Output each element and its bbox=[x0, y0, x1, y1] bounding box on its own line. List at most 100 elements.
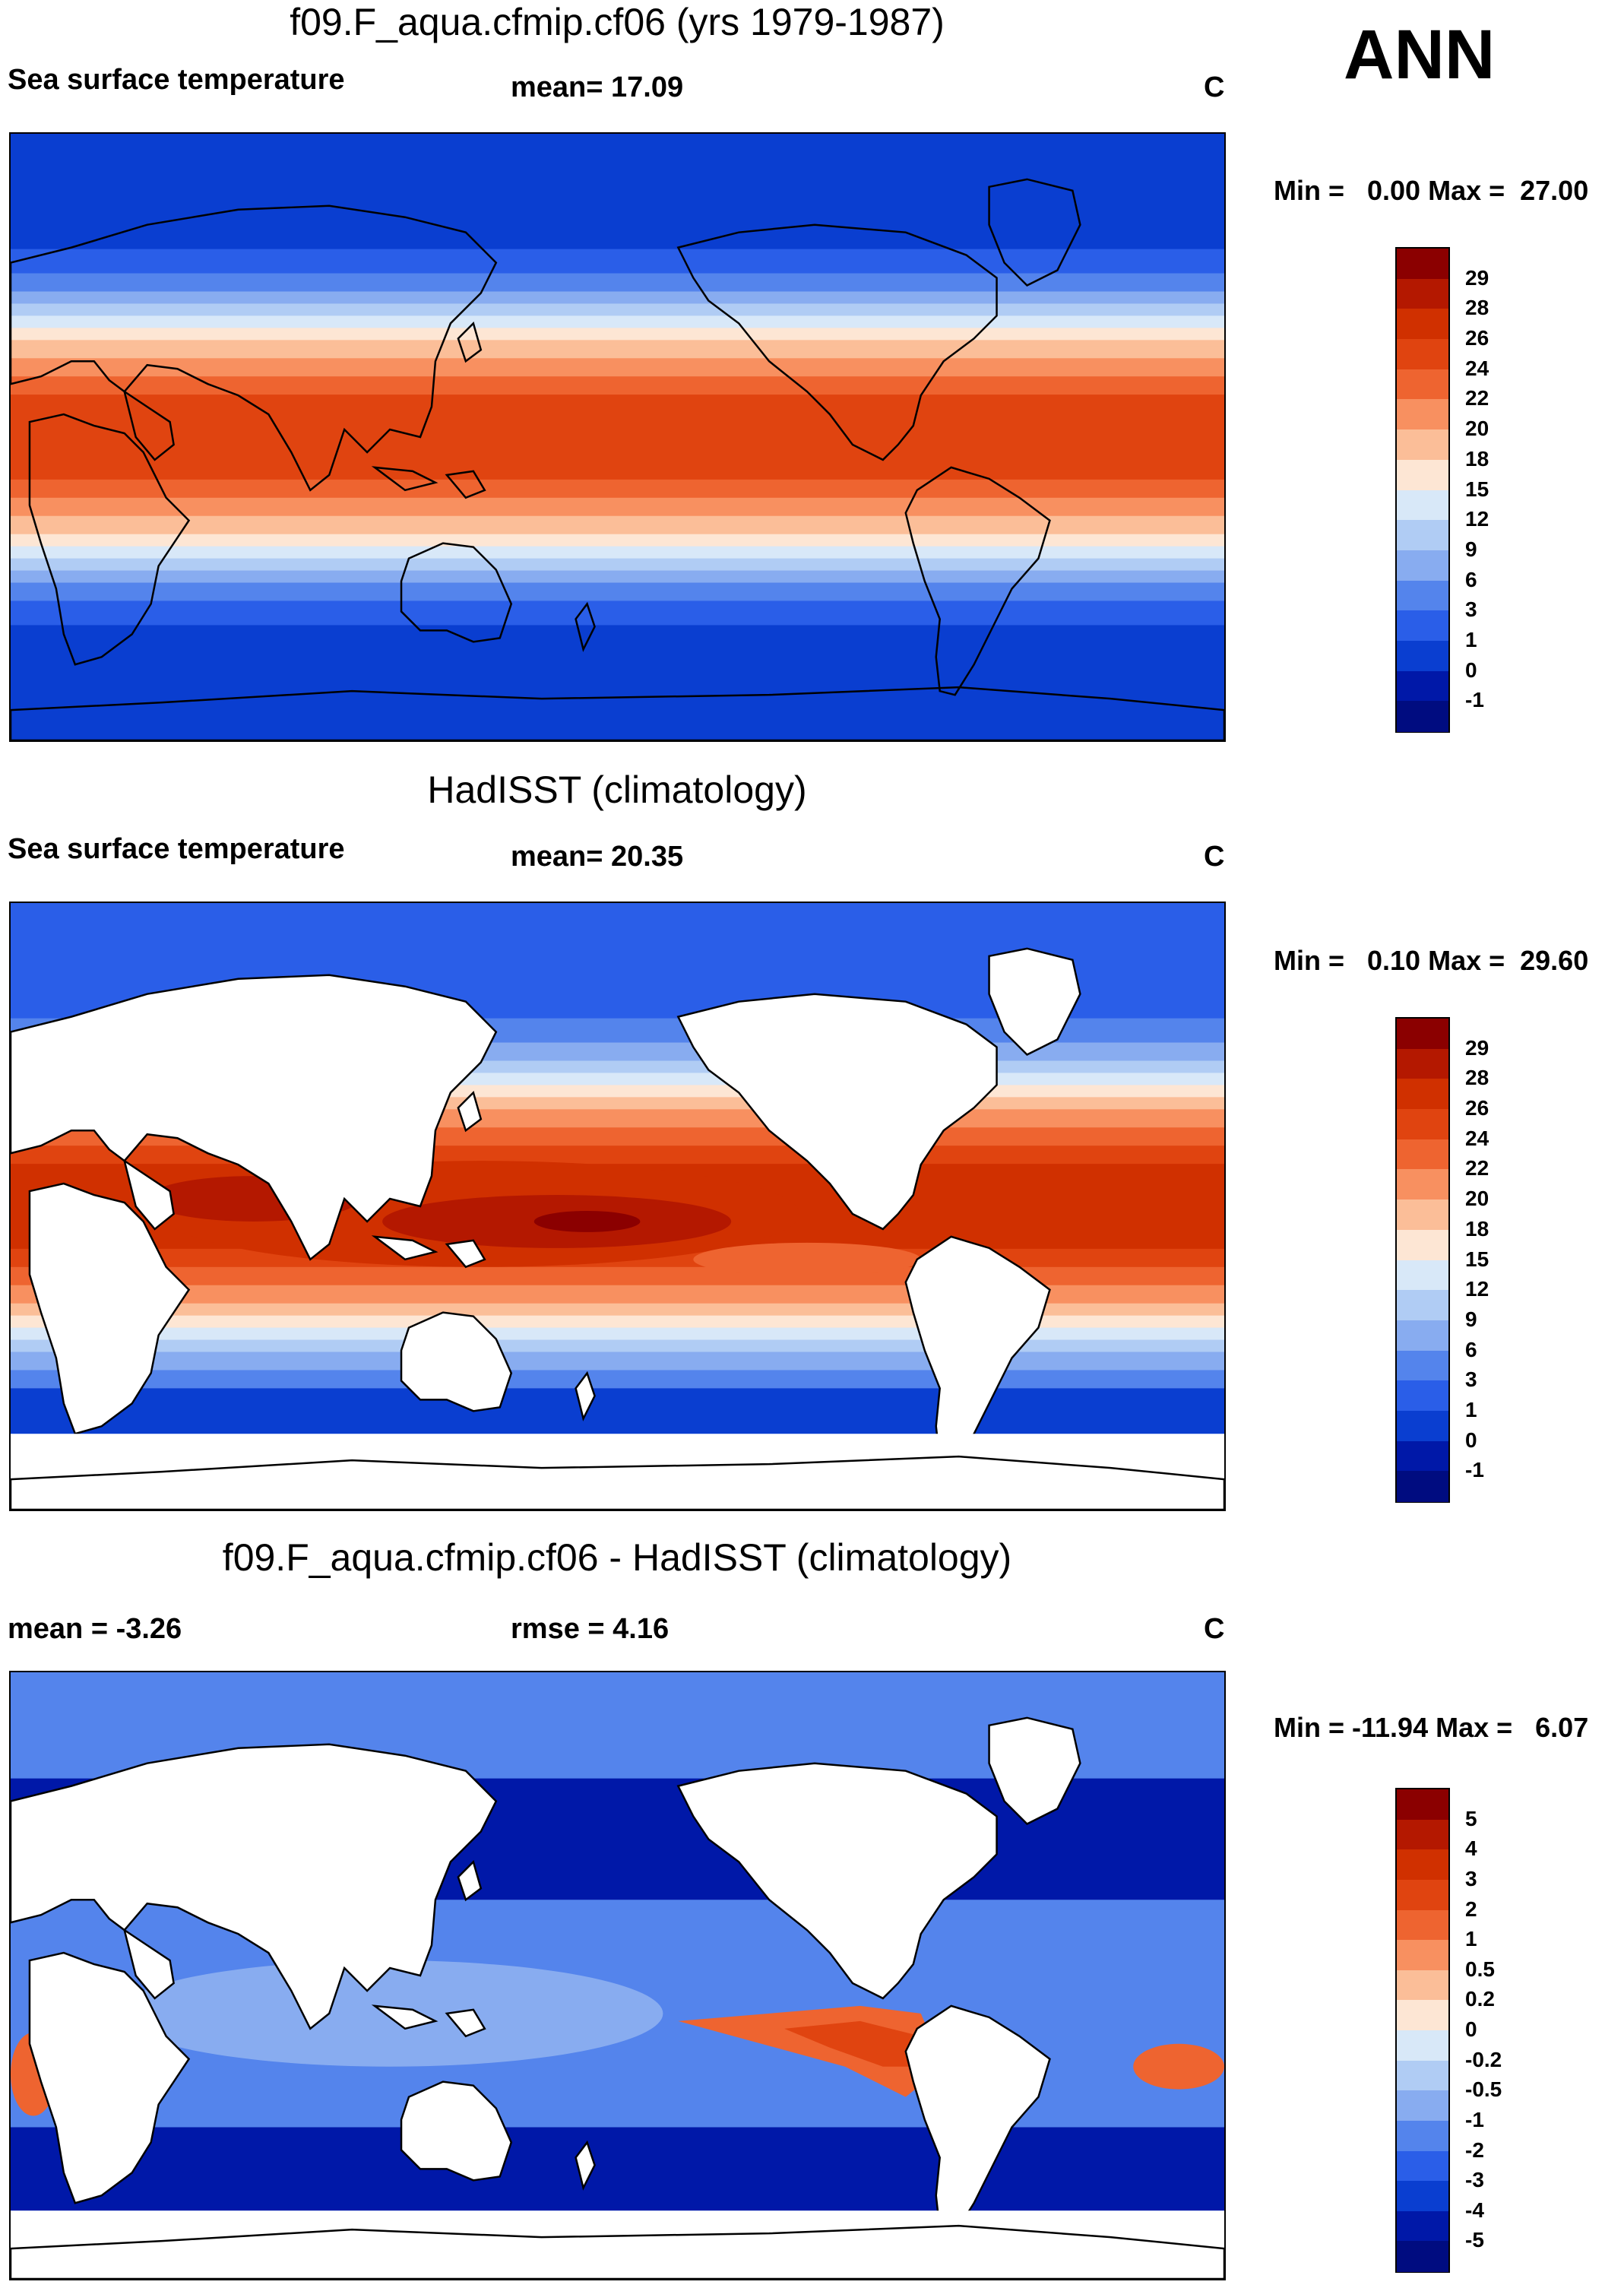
sst-zonal-band bbox=[11, 921, 1224, 928]
colorbar-box bbox=[1397, 2210, 1448, 2242]
colorbar-box bbox=[1397, 399, 1448, 430]
sst-zonal-band bbox=[11, 625, 1224, 632]
sst-zonal-band bbox=[11, 1152, 1224, 1158]
sst-zonal-band bbox=[11, 509, 1224, 517]
sst-zonal-band bbox=[11, 951, 1224, 959]
colorbar-box bbox=[1397, 610, 1448, 642]
sst-zonal-band bbox=[11, 479, 1224, 486]
colorbar-box bbox=[1397, 550, 1448, 582]
sst-zonal-band bbox=[11, 448, 1224, 456]
colorbar-box bbox=[1397, 249, 1448, 280]
sst-zonal-band bbox=[11, 485, 1224, 493]
colorbar-box bbox=[1397, 1260, 1448, 1291]
sst-zonal-band bbox=[11, 680, 1224, 686]
sst-zonal-band bbox=[11, 655, 1224, 662]
colorbar-tick-label: 18 bbox=[1465, 446, 1489, 471]
colorbar-box bbox=[1397, 1079, 1448, 1110]
sst-zonal-band bbox=[11, 1364, 1224, 1371]
colorbar-tick-label: 3 bbox=[1465, 1866, 1477, 1890]
colorbar-tick-label: 9 bbox=[1465, 1307, 1477, 1331]
sst-zonal-band bbox=[11, 1091, 1224, 1098]
colorbar-box bbox=[1397, 1199, 1448, 1231]
sst-zonal-band bbox=[11, 728, 1224, 735]
sst-zonal-band bbox=[11, 594, 1224, 601]
colorbar-tick-label: 6 bbox=[1465, 1337, 1477, 1361]
sst-zonal-band bbox=[11, 346, 1224, 353]
sst-zonal-band bbox=[11, 1018, 1224, 1025]
colorbar-tick-label: 9 bbox=[1465, 537, 1477, 561]
land-mask bbox=[371, 1235, 438, 1261]
sea-ice-mask bbox=[11, 2210, 1224, 2279]
sst-zonal-band bbox=[11, 1333, 1224, 1341]
colorbar-box bbox=[1397, 1849, 1448, 1881]
colorbar-box bbox=[1397, 339, 1448, 370]
colorbar-tick-label: 22 bbox=[1465, 386, 1489, 410]
sst-zonal-band bbox=[11, 546, 1224, 553]
colorbar-tick-label: 12 bbox=[1465, 1277, 1489, 1301]
panel3-units-label: C bbox=[1204, 1613, 1225, 1645]
sst-zonal-band bbox=[11, 1133, 1224, 1140]
sst-zonal-band bbox=[11, 710, 1224, 717]
panel2-units-label: C bbox=[1204, 841, 1225, 873]
sst-zonal-band bbox=[11, 704, 1224, 711]
colorbar-box bbox=[1397, 429, 1448, 461]
sst-zonal-band bbox=[11, 661, 1224, 668]
sst-zonal-band bbox=[11, 908, 1224, 916]
colorbar-tick-label: 0.5 bbox=[1465, 1957, 1495, 1981]
sst-zonal-band bbox=[11, 497, 1224, 505]
sst-zonal-band bbox=[11, 945, 1224, 952]
sst-zonal-band bbox=[11, 558, 1224, 566]
land-mask bbox=[122, 1928, 175, 2000]
sst-zonal-band bbox=[11, 1382, 1224, 1389]
sst-zonal-band bbox=[11, 1297, 1224, 1304]
sst-zonal-band bbox=[11, 1339, 1224, 1347]
sst-zonal-band bbox=[11, 637, 1224, 644]
land-mask bbox=[371, 2004, 438, 2030]
sst-zonal-band bbox=[11, 273, 1224, 280]
colorbar-tick-label: 18 bbox=[1465, 1216, 1489, 1241]
sst-zonal-band bbox=[11, 1266, 1224, 1274]
sst-zonal-band bbox=[11, 1127, 1224, 1134]
land-mask bbox=[28, 1182, 191, 1435]
sst-zonal-band bbox=[11, 734, 1224, 740]
sst-zonal-band bbox=[11, 963, 1224, 971]
panel1-units-label: C bbox=[1204, 71, 1225, 103]
sst-zonal-band bbox=[11, 1272, 1224, 1280]
sst-zonal-band bbox=[11, 1121, 1224, 1128]
sst-zonal-band bbox=[11, 601, 1224, 607]
panel2-minmax: Min = 0.10 Max = 29.60 bbox=[1274, 945, 1589, 976]
colorbar-box bbox=[1397, 1879, 1448, 1910]
land-mask bbox=[676, 993, 998, 1231]
coastline-outline bbox=[676, 223, 998, 461]
sst-zonal-band bbox=[11, 607, 1224, 613]
warm-pool-max bbox=[533, 1210, 641, 1232]
colorbar-box bbox=[1397, 1169, 1448, 1200]
panel2-map bbox=[9, 902, 1226, 1511]
sst-zonal-band bbox=[11, 473, 1224, 480]
land-mask bbox=[11, 974, 498, 1261]
sst-zonal-band bbox=[11, 134, 1224, 141]
land-mask bbox=[676, 1762, 998, 2000]
sst-zonal-band bbox=[11, 145, 1224, 153]
colorbar-tick-label: 1 bbox=[1465, 1927, 1477, 1951]
colorbar-box bbox=[1397, 2030, 1448, 2061]
sst-zonal-band bbox=[11, 407, 1224, 414]
antarctica-outline bbox=[11, 1455, 1224, 1510]
sst-zonal-band bbox=[11, 1376, 1224, 1383]
colorbar-box bbox=[1397, 2181, 1448, 2212]
sst-zonal-band bbox=[11, 686, 1224, 692]
colorbar-box bbox=[1397, 2150, 1448, 2182]
sst-zonal-band bbox=[11, 170, 1224, 177]
colorbar-tick-label: 24 bbox=[1465, 1126, 1489, 1150]
sst-zonal-band bbox=[11, 969, 1224, 977]
sst-zonal-band bbox=[11, 582, 1224, 589]
cold-tongue bbox=[693, 1242, 921, 1276]
colorbar-tick-label: 2 bbox=[1465, 1897, 1477, 1921]
sst-zonal-band bbox=[11, 643, 1224, 650]
panel1-map bbox=[9, 132, 1226, 742]
sst-zonal-band bbox=[11, 1115, 1224, 1122]
sst-zonal-band bbox=[11, 1309, 1224, 1317]
colorbar-box bbox=[1397, 309, 1448, 340]
sst-zonal-band bbox=[11, 540, 1224, 547]
sst-zonal-band bbox=[11, 358, 1224, 365]
